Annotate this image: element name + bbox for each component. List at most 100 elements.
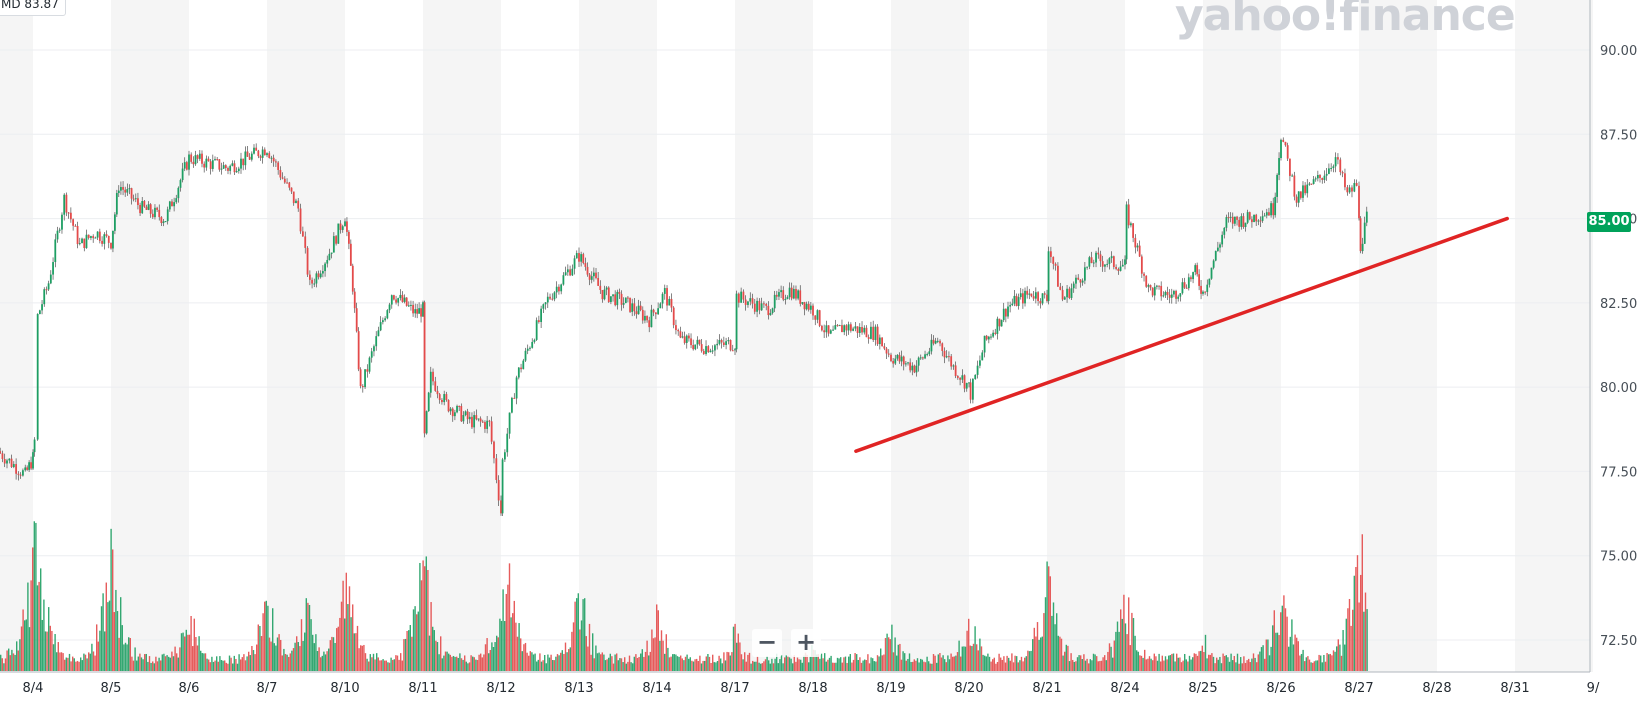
volume-bar	[1334, 651, 1336, 671]
candle-body	[758, 300, 761, 311]
volume-bar	[1174, 661, 1176, 671]
volume-bar	[540, 661, 543, 671]
volume-bar	[166, 655, 168, 671]
volume-bar	[54, 634, 56, 671]
candle-body	[856, 326, 859, 333]
candle-body	[976, 365, 979, 375]
candle-body	[814, 315, 817, 320]
volume-bar	[1028, 651, 1031, 671]
volume-bar	[932, 654, 935, 671]
volume-bar	[9, 655, 11, 671]
volume-bar	[1107, 651, 1109, 671]
volume-bar	[870, 657, 872, 671]
candle-body	[932, 339, 935, 344]
candle-body	[546, 296, 549, 303]
volume-bar	[1361, 534, 1363, 671]
volume-bar	[105, 582, 107, 671]
volume-bar	[136, 660, 138, 671]
candle-body	[823, 330, 826, 333]
candle-body	[194, 155, 197, 165]
candle-body	[6, 460, 8, 464]
trendline-layer[interactable]	[854, 216, 1509, 453]
candle-body	[1099, 254, 1102, 262]
volume-bar	[1323, 654, 1325, 671]
volume-bar	[1286, 616, 1288, 671]
volume-bar	[553, 660, 555, 671]
volume-bar	[83, 653, 85, 671]
volume-bar	[366, 658, 368, 671]
zoom-in-button[interactable]: +	[791, 629, 821, 657]
candle-body	[1134, 237, 1137, 248]
candle-body	[601, 289, 604, 300]
volume-bar	[752, 660, 754, 671]
candle-body	[353, 291, 356, 309]
volume-bar	[499, 618, 501, 671]
candle-body	[854, 326, 857, 329]
volume-bar	[694, 659, 696, 671]
volume-bar	[467, 663, 469, 671]
candle-body	[784, 298, 787, 300]
volume-bar	[1150, 658, 1152, 671]
candle-body	[792, 288, 795, 299]
volume-bar	[848, 656, 850, 671]
candle-body	[488, 420, 491, 422]
volume-bar	[1222, 653, 1224, 671]
x-tick-label: 8/10	[330, 681, 359, 696]
volume-bar	[134, 647, 136, 671]
candle-body	[143, 201, 146, 207]
candle-body	[375, 336, 378, 347]
candle-body	[134, 198, 137, 200]
zoom-out-button[interactable]: −	[752, 629, 782, 657]
candle-body	[1229, 216, 1232, 218]
candle-body	[1314, 178, 1317, 180]
volume-bar	[971, 646, 973, 671]
volume-bar	[545, 663, 547, 671]
volume-bar	[14, 654, 16, 671]
candle-body	[1097, 252, 1100, 255]
candle-body	[849, 324, 852, 331]
volume-bar	[1158, 653, 1160, 671]
volume-bar	[1144, 649, 1146, 671]
candle-body	[188, 154, 190, 170]
volume-bar	[508, 563, 511, 671]
candle-body	[1282, 139, 1285, 142]
volume-bar	[211, 656, 213, 671]
candle-body	[845, 325, 848, 331]
candle-body	[832, 329, 834, 331]
volume-bar	[1052, 602, 1055, 671]
volume-bar	[940, 657, 943, 671]
x-tick-label: 8/11	[408, 681, 437, 696]
candle-body	[466, 411, 469, 420]
trendline[interactable]	[854, 216, 1509, 453]
volume-bar	[1019, 660, 1021, 671]
candle-body	[493, 441, 495, 459]
candle-body	[913, 365, 916, 373]
volume-bar	[307, 602, 309, 671]
day-band	[1047, 0, 1125, 672]
volume-bar	[1288, 646, 1290, 671]
volume-bar	[1049, 576, 1051, 671]
volume-bar	[390, 657, 392, 671]
candle-body	[259, 156, 262, 158]
volume-bar	[12, 653, 15, 671]
volume-bar	[857, 660, 859, 671]
volume-bar	[112, 549, 114, 671]
volume-bar	[507, 584, 509, 671]
candle-body	[1041, 293, 1044, 304]
candle-body	[420, 308, 422, 317]
volume-bars	[0, 521, 1368, 671]
volume-bar	[104, 631, 106, 671]
candle-body	[15, 464, 17, 474]
candle-body	[1158, 285, 1160, 287]
candle-body	[203, 163, 206, 168]
candle-body	[1063, 297, 1066, 300]
volume-bar	[563, 653, 565, 671]
volume-bar	[1363, 611, 1365, 671]
candle-body	[1061, 289, 1064, 300]
volume-bar	[728, 652, 730, 671]
volume-bar	[689, 657, 691, 671]
volume-bar	[776, 653, 778, 671]
volume-bar	[1251, 658, 1253, 671]
candle-body	[1246, 212, 1249, 223]
